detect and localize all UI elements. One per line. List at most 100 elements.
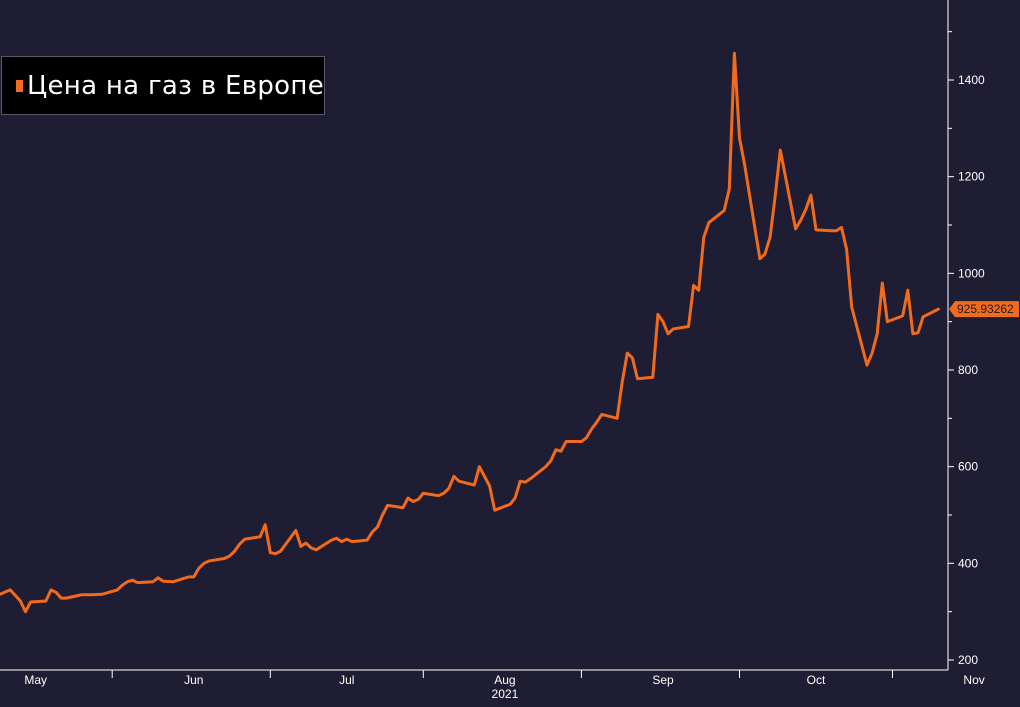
data-point [330, 538, 333, 542]
data-point [768, 235, 772, 239]
data-point [728, 187, 731, 190]
data-point [258, 535, 262, 538]
data-point [554, 448, 558, 451]
data-point [207, 559, 211, 563]
y-tick-label: 600 [958, 460, 978, 474]
data-point [763, 252, 767, 256]
series-line [0, 51, 940, 614]
data-point [366, 538, 369, 542]
data-point [340, 540, 343, 543]
data-point [29, 600, 32, 604]
y-tick-label: 1400 [958, 73, 985, 87]
data-point [452, 475, 456, 478]
y-tick-label: 400 [958, 556, 978, 570]
data-point [315, 548, 318, 551]
data-point [901, 314, 904, 318]
data-point [529, 477, 532, 480]
data-point [243, 537, 246, 541]
data-point [223, 557, 226, 560]
data-point [228, 554, 231, 558]
label-layer: 925.93262 [949, 301, 1019, 318]
data-point [156, 576, 160, 580]
data-point [417, 498, 420, 501]
data-point [580, 440, 583, 443]
data-point [758, 257, 762, 261]
data-point [876, 332, 879, 335]
data-point [513, 496, 517, 500]
y-tick-label: 200 [958, 653, 978, 667]
data-point [406, 496, 410, 500]
data-point [488, 484, 491, 488]
data-point [519, 479, 522, 483]
data-point [840, 226, 843, 229]
data-point [136, 581, 139, 584]
data-point [493, 508, 496, 512]
data-point [672, 327, 675, 331]
data-point [835, 229, 838, 232]
data-point [508, 503, 512, 506]
data-point [473, 483, 476, 487]
data-point [626, 351, 629, 355]
data-point [238, 542, 241, 546]
data-point [692, 284, 695, 287]
data-point [544, 465, 547, 468]
data-point [687, 325, 690, 328]
data-point [24, 610, 27, 613]
data-point [131, 579, 134, 582]
data-point [559, 450, 563, 453]
data-point [804, 208, 807, 211]
data-point [197, 566, 201, 570]
data-point [162, 580, 165, 583]
legend-swatch [16, 79, 23, 92]
data-point [636, 377, 639, 380]
legend: Цена на газ в Европе [1, 56, 325, 115]
data-point [809, 193, 813, 197]
data-point [80, 593, 83, 596]
data-point [478, 465, 481, 468]
data-point [830, 229, 833, 232]
last-value-label: 925.93262 [957, 302, 1014, 316]
data-point [921, 315, 925, 319]
data-point [442, 492, 445, 495]
data-point [294, 529, 297, 532]
data-point [202, 562, 206, 565]
data-point [881, 281, 884, 285]
data-point [401, 506, 405, 509]
x-tick-label: May [24, 673, 47, 687]
data-point [411, 500, 415, 503]
x-tick-label: Aug [494, 673, 515, 687]
data-point [60, 596, 63, 600]
data-point [549, 459, 552, 463]
data-point [743, 163, 746, 166]
data-point [850, 305, 853, 309]
data-point [264, 523, 267, 526]
x-tick-label: Jul [339, 673, 354, 687]
data-point [590, 427, 593, 431]
data-point [911, 332, 915, 335]
data-point [121, 583, 124, 587]
data-point [774, 194, 777, 198]
data-point [814, 228, 818, 232]
legend-label: Цена на газ в Европе [26, 70, 324, 101]
data-point [126, 580, 129, 583]
data-point [733, 52, 736, 55]
data-point [916, 331, 920, 334]
data-point [656, 313, 660, 316]
data-point [437, 494, 440, 497]
data-point [723, 209, 726, 212]
data-point [779, 148, 782, 152]
data-point [381, 513, 384, 517]
data-point [350, 540, 354, 543]
data-point [187, 575, 190, 579]
data-point [585, 436, 588, 439]
data-point [116, 588, 119, 592]
x-year-label: 2021 [492, 687, 519, 701]
data-point [44, 599, 48, 603]
data-point [49, 588, 53, 592]
axes-layer: 200 400 600 800 1000 1200 1400 May Jun Jul Aug Sep O… [0, 0, 985, 701]
x-tick-label: Nov [963, 673, 984, 687]
data-point [19, 599, 22, 603]
data-point [906, 289, 909, 292]
data-point [279, 550, 282, 553]
